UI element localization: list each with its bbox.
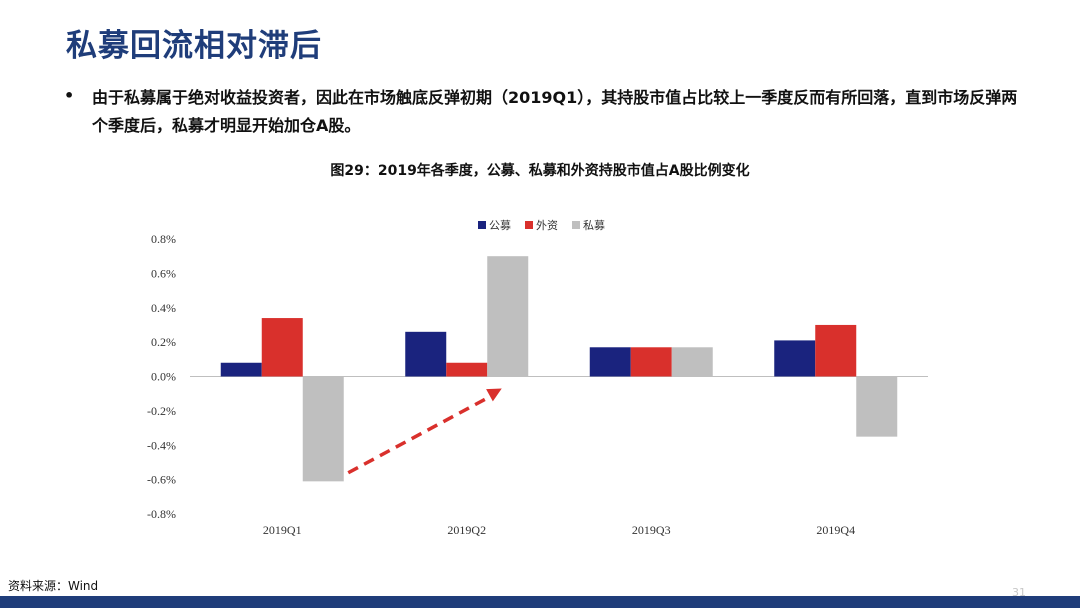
source-note: 资料来源：Wind xyxy=(8,579,99,593)
y-tick-label: -0.2% xyxy=(147,404,176,418)
x-tick-label: 2019Q3 xyxy=(632,523,671,537)
bar-外资-2019Q1 xyxy=(261,318,303,377)
bar-公募-2019Q1 xyxy=(220,362,262,377)
bar-私募-2019Q3 xyxy=(671,347,713,377)
y-tick-label: 0.0% xyxy=(151,370,176,384)
bullet-marker: • xyxy=(64,86,75,105)
bar-外资-2019Q2 xyxy=(446,362,488,377)
trend-arrow-head xyxy=(486,388,502,402)
bullet-text: 由于私募属于绝对收益投资者，因此在市场触底反弹初期（2019Q1），其持股市值占… xyxy=(92,88,1018,135)
bar-私募-2019Q2 xyxy=(487,256,529,377)
page-number: 31 xyxy=(1012,586,1026,599)
bar-公募-2019Q4 xyxy=(774,340,816,377)
x-tick-label: 2019Q2 xyxy=(447,523,486,537)
bar-私募-2019Q4 xyxy=(856,376,898,437)
y-tick-label: 0.8% xyxy=(151,232,176,246)
bar-外资-2019Q3 xyxy=(630,347,672,377)
y-tick-label: 0.6% xyxy=(151,266,176,280)
y-tick-label: -0.6% xyxy=(147,473,176,487)
bar-公募-2019Q3 xyxy=(589,347,631,377)
bar-chart: -0.8% -0.6% -0.4% -0.2% 0.0% 0.2% 0.4% 0.6% 0.8%… xyxy=(147,219,928,537)
legend-label-私募: 私募 xyxy=(583,219,605,232)
legend-swatch-公募 xyxy=(478,221,486,229)
legend-label-公募: 公募 xyxy=(489,219,511,232)
legend-swatch-私募 xyxy=(572,221,580,229)
chart-title: 图29：2019年各季度，公募、私募和外资持股市值占A股比例变化 xyxy=(330,163,750,179)
page-title: 私募回流相对滞后 xyxy=(66,28,322,64)
bar-私募-2019Q1 xyxy=(302,376,344,482)
legend-label-外资: 外资 xyxy=(536,219,558,232)
y-tick-label: -0.8% xyxy=(147,507,176,521)
x-tick-label: 2019Q4 xyxy=(816,523,855,537)
x-tick-label: 2019Q1 xyxy=(263,523,302,537)
bar-外资-2019Q4 xyxy=(815,324,857,377)
y-tick-label: 0.4% xyxy=(151,301,176,315)
bar-公募-2019Q2 xyxy=(405,331,447,377)
bottom-bar xyxy=(0,596,1080,608)
y-tick-label: 0.2% xyxy=(151,335,176,349)
legend-swatch-外资 xyxy=(525,221,533,229)
trend-arrow-line xyxy=(347,391,497,475)
y-tick-label: -0.4% xyxy=(147,438,176,452)
